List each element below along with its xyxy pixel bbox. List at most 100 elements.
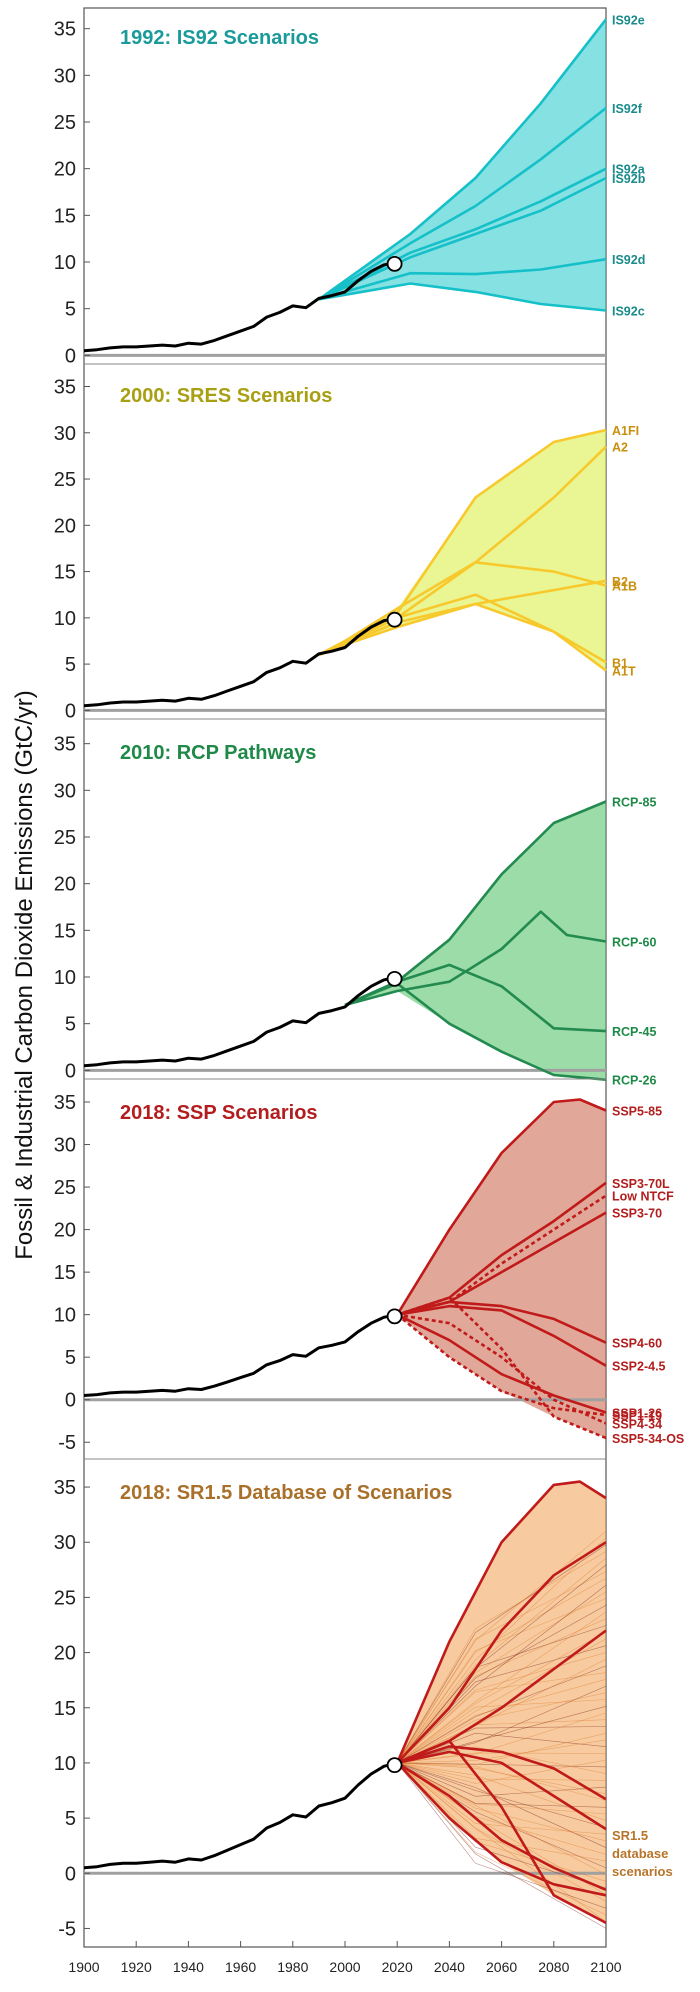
scenario-thin-line [397,1762,607,1801]
series-line [396,1313,607,1417]
scenario-thin-line [396,1598,607,1764]
scenario-thin-line [397,1739,607,1764]
series-label: SSP1-26 [612,1407,662,1421]
panel-title: 2018: SR1.5 Database of Scenarios [120,1482,452,1504]
scenario-thin-line [396,1672,607,1764]
series-line [344,982,607,1081]
series-line [396,1304,607,1367]
scenario-thin-line [396,1762,607,1862]
historical-emissions-line [83,261,395,353]
scenario-thin-line [396,1762,607,1909]
x-tick-label: 2080 [538,1959,569,1975]
current-emissions-marker [386,611,403,628]
panel-5: SR1.5 database scenarios -5 0 5 10 15 20 25 30 35 20… [54,1477,673,1940]
y-tick-label: 30 [54,780,76,802]
y-tick-label: 5 [65,654,76,676]
scenario-thin-line [397,1692,607,1764]
series-label: A1T [612,665,636,679]
panel-3: RCP-85 RCP-60 RCP-45 RCP-26 0 5 10 15 20 25 30 35 20… [54,734,657,1088]
series-label: SSP1-19 [612,1409,662,1423]
panel-title: 2000: SRES Scenarios [120,385,332,407]
scenario-thin-line [397,1631,607,1764]
y-tick-label: 30 [54,1135,76,1157]
scenario-envelope [318,430,606,671]
x-tick-label: 1960 [225,1959,256,1975]
y-tick-label: 25 [54,1587,76,1609]
scenario-thin-line [397,1732,607,1766]
x-axis: 1900 1920 1940 1960 1980 2000 2020 2040 2060 2080… [68,1941,622,1975]
series-label: SSP4-60 [612,1337,662,1351]
scenario-envelope [397,1099,606,1438]
current-emissions-marker [386,1757,403,1774]
scenario-thin-line [397,1762,607,1781]
series-line [396,1761,607,1891]
scenario-envelope [318,19,606,311]
x-tick-label: 2040 [434,1959,465,1975]
scenario-thin-line [397,1752,607,1764]
current-emissions-marker [386,255,403,272]
scenario-thin-line [397,1762,607,1828]
series-label: SSP3-70L [612,1177,670,1191]
series-line [344,910,607,1007]
y-tick-label: 15 [54,562,76,584]
series-label: RCP-45 [612,1025,657,1039]
y-tick-label: 20 [54,1643,76,1665]
y-tick-label: 35 [54,1092,76,1114]
y-tick-label: 30 [54,423,76,445]
series-line [396,1300,607,1344]
y-tick-label: 35 [54,734,76,756]
scenario-thin-line [397,1762,607,1835]
series-line [318,257,607,301]
series-line [396,1541,607,1764]
y-tick-label: 10 [54,967,76,989]
historical-emissions-line [83,1314,395,1397]
y-tick-label: 25 [54,1177,76,1199]
series-label: RCP-85 [612,796,657,810]
series-label: IS92a [612,163,646,177]
scenario-thin-line [396,1551,607,1764]
annotation-text: scenarios [612,1864,673,1879]
y-tick-label: -5 [58,1918,76,1940]
y-tick-label: 5 [65,1808,76,1830]
y-tick-label: 25 [54,112,76,134]
panel-title: 1992: IS92 Scenarios [120,27,319,49]
y-tick-label: 15 [54,205,76,227]
x-tick-label: 2020 [382,1959,413,1975]
y-tick-label: 5 [65,1347,76,1369]
y-tick-label: 10 [54,1305,76,1327]
annotation-text: database [612,1846,668,1861]
series-label: IS92d [612,253,645,267]
y-tick-label: 5 [65,1014,76,1036]
y-tick-label: 25 [54,827,76,849]
y-tick-label: 15 [54,1698,76,1720]
y-tick-label: 0 [65,345,76,367]
y-tick-label: 5 [65,299,76,321]
series-label: SSP5-34-OS [612,1432,684,1446]
annotation-text: SR1.5 [612,1828,648,1843]
series-label: IS92c [612,305,645,319]
scenario-thin-line [397,1679,607,1764]
x-tick-label: 1980 [277,1959,308,1975]
y-tick-label: 25 [54,469,76,491]
series-line [318,593,607,672]
x-tick-label: 2060 [486,1959,517,1975]
series-label: IS92b [612,172,646,186]
scenario-thin-line [397,1762,607,1797]
x-tick-label: 1900 [68,1959,99,1975]
y-tick-label: 20 [54,1220,76,1242]
series-label: RCP-60 [612,936,657,950]
scenario-thin-line [397,1762,607,1848]
series-line [396,1762,607,1897]
scenario-thin-line [397,1759,607,1784]
scenario-thin-line [396,1557,607,1764]
series-line [396,1313,607,1425]
y-tick-label: 35 [54,1477,76,1499]
scenario-thin-line [397,1762,607,1875]
series-line [318,561,607,657]
y-tick-label: 30 [54,65,76,87]
series-line [396,1480,607,1764]
